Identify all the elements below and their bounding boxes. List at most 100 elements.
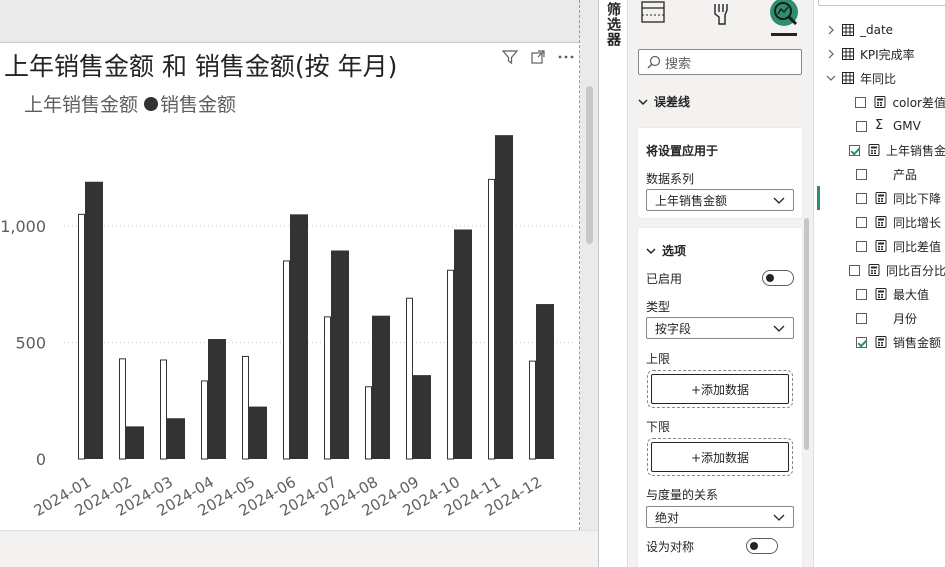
field-item[interactable]: 最大值 [814, 283, 945, 305]
chevron-down-icon[interactable] [826, 73, 836, 83]
field-label: 同比下降 [893, 191, 942, 206]
upper-add-data-button[interactable]: +添加数据 [647, 370, 793, 408]
hover-indicator [817, 186, 820, 210]
bar-previous-year [160, 359, 167, 460]
bar-sales [331, 250, 349, 459]
apply-title: 将设置应用于 [646, 144, 719, 158]
calculator-icon [875, 288, 887, 300]
field-item[interactable]: color差值 [814, 91, 945, 113]
bar-sales [249, 406, 267, 459]
canvas-scrollbar[interactable] [586, 86, 593, 244]
calculator-icon [868, 264, 880, 276]
blank-field-icon [875, 168, 887, 180]
field-label: color差值 [892, 95, 945, 110]
paint-brush-icon[interactable] [706, 0, 736, 28]
bar-previous-year [447, 269, 454, 460]
field-checkbox[interactable] [856, 312, 867, 324]
data-search-input[interactable] [818, 0, 945, 6]
field-label: _date [860, 23, 894, 37]
table-icon [842, 72, 854, 84]
more-options-icon[interactable] [557, 49, 574, 65]
legend-item-sales[interactable]: 销售金额 [144, 90, 236, 117]
sigma-icon: Σ [875, 118, 884, 133]
field-checkbox[interactable] [848, 144, 860, 156]
bar-previous-year [406, 297, 413, 460]
table-node[interactable]: KPI完成率 [814, 43, 945, 65]
relation-dropdown-value: 绝对 [655, 510, 680, 525]
symmetric-label: 设为对称 [646, 540, 695, 554]
y-tick-label: 1,000 [0, 217, 46, 236]
bar-previous-year [283, 260, 290, 460]
table-node[interactable]: 年同比 [814, 67, 945, 89]
field-label: 年同比 [860, 71, 897, 86]
filters-label: 筛选器 [605, 2, 621, 47]
field-label: 产品 [893, 167, 918, 182]
data-pane: _date KPI完成率年同比 color差值 Σ GMV 上年销售金产品同比下降同比增长… [813, 0, 945, 567]
field-item[interactable]: 同比增长 [814, 211, 945, 233]
format-pane-scrollbar[interactable] [804, 218, 809, 450]
symmetric-toggle[interactable] [746, 538, 778, 554]
page-tabs-bar [0, 530, 598, 567]
series-dropdown[interactable]: 上年销售金额 [646, 189, 794, 211]
field-label: GMV [893, 119, 921, 133]
lower-add-data-button[interactable]: +添加数据 [647, 438, 793, 476]
calculator-icon [874, 96, 886, 108]
legend-swatch [144, 96, 159, 111]
field-checkbox[interactable] [848, 264, 860, 276]
field-item[interactable]: 上年销售金 [814, 139, 945, 161]
field-checkbox[interactable] [856, 216, 867, 228]
field-item[interactable]: 同比百分比 [814, 259, 945, 281]
field-item[interactable]: 同比差值 [814, 235, 945, 257]
field-checkbox[interactable] [855, 96, 867, 108]
field-item[interactable]: 同比下降 [814, 187, 945, 209]
section-title: 选项 [662, 244, 687, 258]
field-item[interactable]: 销售金额 [814, 331, 945, 353]
enabled-toggle[interactable] [762, 270, 794, 286]
field-checkbox[interactable] [856, 192, 867, 204]
field-checkbox[interactable] [856, 336, 867, 348]
focus-mode-icon[interactable] [530, 49, 546, 65]
legend-item-previous-year[interactable]: 上年销售金额 [24, 90, 138, 117]
field-label: 同比差值 [893, 239, 942, 254]
chart-legend: 上年销售金额 销售金额 [24, 90, 236, 117]
filters-pane-collapsed[interactable]: 筛选器 [598, 0, 628, 567]
field-checkbox[interactable] [856, 240, 867, 252]
field-label: 同比百分比 [885, 263, 945, 278]
chevron-right-icon[interactable] [826, 49, 836, 59]
type-dropdown-value: 按字段 [655, 321, 692, 336]
bar-chart: 05001,0002024-012024-022024-032024-04202… [0, 135, 576, 520]
options-section-header[interactable]: 选项 [646, 242, 686, 259]
chevron-down-icon [638, 98, 648, 105]
table-node[interactable]: _date [814, 19, 945, 41]
field-label: 上年销售金 [885, 143, 945, 158]
table-build-icon[interactable] [640, 0, 670, 28]
lower-bound-label: 下限 [646, 420, 671, 434]
field-checkbox[interactable] [856, 288, 867, 300]
field-checkbox[interactable] [856, 120, 867, 132]
analytics-tab-icon[interactable] [768, 0, 798, 28]
series-dropdown-value: 上年销售金额 [655, 193, 728, 208]
filter-icon[interactable] [501, 49, 519, 65]
field-item[interactable]: Σ GMV [814, 115, 945, 137]
bar-previous-year [529, 360, 536, 460]
bar-previous-year [365, 386, 372, 460]
bar-sales [372, 315, 390, 459]
field-label: 月份 [893, 311, 918, 326]
format-pane: 搜索 误差线 将设置应用于 数据系列 上年销售金额 选项 已启用 类型 [628, 0, 813, 567]
bar-previous-year [324, 316, 331, 460]
relation-dropdown[interactable]: 绝对 [646, 506, 794, 528]
field-item[interactable]: 产品 [814, 163, 945, 185]
bar-sales [85, 181, 103, 459]
type-dropdown[interactable]: 按字段 [646, 317, 794, 339]
calculator-icon [875, 216, 887, 228]
type-label: 类型 [646, 300, 671, 314]
pane-search-input[interactable]: 搜索 [638, 49, 802, 75]
field-item[interactable]: 月份 [814, 307, 945, 329]
field-checkbox[interactable] [856, 168, 867, 180]
options-card: 选项 已启用 类型 按字段 上限 +添加数据 下限 +添加数据 与度量的关系 绝… [638, 228, 802, 567]
error-bars-section-header[interactable]: 误差线 [638, 93, 690, 110]
field-label: 同比增长 [893, 215, 942, 230]
y-tick-label: 0 [36, 450, 46, 469]
chevron-right-icon[interactable] [826, 25, 836, 35]
